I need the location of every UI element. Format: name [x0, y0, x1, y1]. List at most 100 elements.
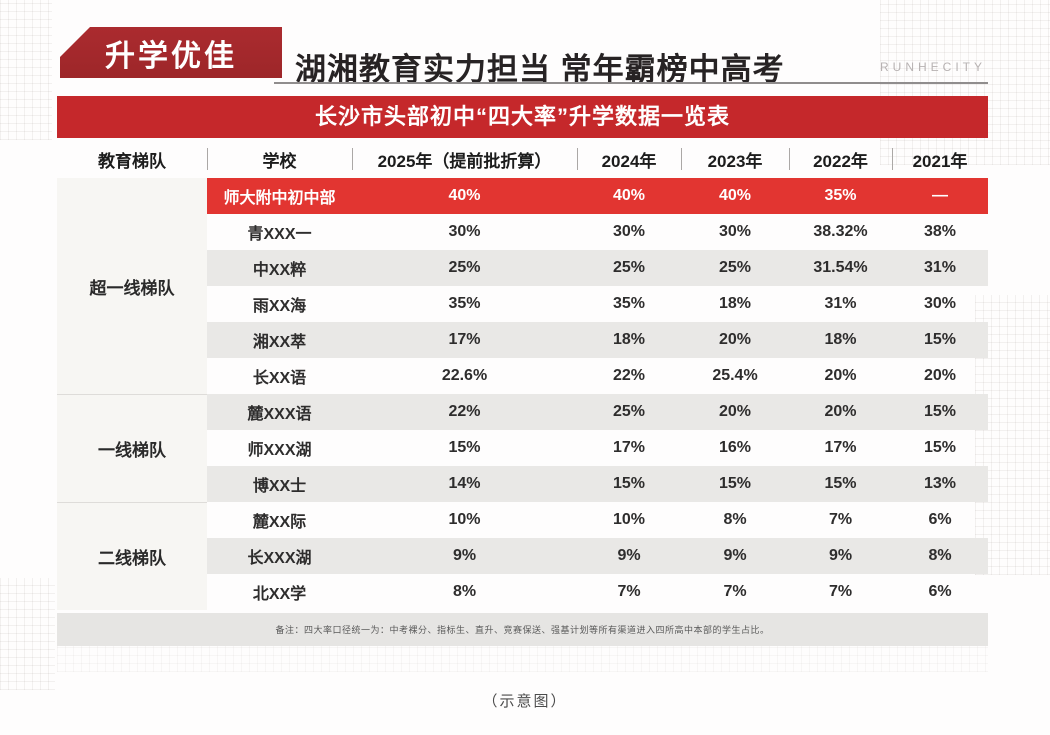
tier-label: 超一线梯队: [57, 178, 207, 394]
rate-value: 7%: [828, 583, 853, 600]
school-name: 师大附中初中部: [223, 190, 336, 207]
rate-value: 20%: [824, 367, 857, 384]
rate-value: 8%: [928, 547, 952, 564]
rate-value: 9%: [723, 547, 747, 564]
rate-value: 15%: [612, 475, 646, 492]
tier-group: 超一线梯队 师大附中初中部 40% 40% 40% 35% — 青XXX一 30% 30% 30% 3…: [57, 178, 988, 394]
tier-label: 一线梯队: [57, 394, 207, 502]
rate-value: 30%: [448, 223, 481, 240]
school-name: 中XX粹: [252, 262, 307, 279]
rate-value: 25%: [612, 403, 646, 420]
rate-value: 7%: [828, 511, 853, 528]
school-name: 北XX学: [252, 586, 307, 603]
rate-value: 18%: [824, 331, 857, 348]
background-pattern-top-left: [0, 0, 52, 140]
rate-value: 25%: [448, 259, 481, 276]
rate-value: 38.32%: [813, 223, 868, 240]
rate-value: 40%: [612, 187, 646, 204]
school-name: 长XXX湖: [247, 550, 312, 567]
badge: 升学优佳: [60, 27, 282, 78]
rate-value: 16%: [718, 439, 752, 456]
background-pattern-bottom-left: [0, 578, 55, 690]
rate-value: 35%: [824, 187, 857, 204]
rate-value: 6%: [928, 511, 952, 528]
column-header: 2023年: [681, 140, 789, 178]
rate-value: 35%: [612, 295, 646, 312]
rate-value: 7%: [617, 583, 641, 600]
column-header: 学校: [207, 140, 352, 178]
rate-value: 31%: [824, 295, 857, 312]
poster: 升学优佳 湖湘教育实力担当 常年霸榜中高考 RUNHECITY 长沙市头部初中“…: [57, 20, 988, 646]
rate-value: 40%: [718, 187, 752, 204]
rate-value: 25%: [612, 259, 646, 276]
rate-value: 7%: [723, 583, 747, 600]
highlighted-table-row: 师大附中初中部 40% 40% 40% 35% —: [207, 178, 988, 214]
column-header: 2021年: [892, 140, 988, 178]
rate-value: 10%: [448, 511, 481, 528]
rate-value: 20%: [718, 331, 752, 348]
school-name: 青XXX一: [247, 226, 312, 243]
table-footnote: 备注：四大率口径统一为：中考裸分、指标生、直升、竞赛保送、强基计划等所有渠道进入…: [57, 613, 988, 646]
background-pattern-bottom-strip: [57, 646, 988, 672]
rate-value: 17%: [448, 331, 481, 348]
tier-label: 二线梯队: [57, 502, 207, 610]
column-header: 2024年: [577, 140, 681, 178]
rate-value: 6%: [928, 583, 952, 600]
table-row: 师XXX湖 15% 17% 16% 17% 15%: [207, 430, 988, 466]
rate-value: 22%: [448, 403, 481, 420]
rate-value: 20%: [718, 403, 752, 420]
rate-value: 22%: [612, 367, 646, 384]
rate-value: 15%: [448, 439, 481, 456]
poster-header: 升学优佳 湖湘教育实力担当 常年霸榜中高考 RUNHECITY: [57, 20, 988, 96]
rate-value: 31.54%: [813, 259, 868, 276]
rate-value: 8%: [723, 511, 747, 528]
rate-value: 31%: [923, 259, 957, 276]
rate-value: 20%: [824, 403, 857, 420]
school-name: 麓XX际: [252, 514, 307, 531]
table-row: 麓XX际 10% 10% 8% 7% 6%: [207, 502, 988, 538]
page-title: 湖湘教育实力担当 常年霸榜中高考: [295, 52, 785, 87]
rate-value: 13%: [923, 475, 957, 492]
table-row: 中XX粹 25% 25% 25% 31.54% 31%: [207, 250, 988, 286]
rate-value: 15%: [718, 475, 752, 492]
tier-group: 二线梯队 麓XX际 10% 10% 8% 7% 6% 长XXX湖 9% 9% 9% 9% 8% 北XX学 8…: [57, 502, 988, 610]
rate-value: 38%: [923, 223, 957, 240]
rate-value: 20%: [923, 367, 957, 384]
rate-value: 30%: [718, 223, 752, 240]
rate-value: 30%: [923, 295, 957, 312]
table-row: 麓XXX语 22% 25% 20% 20% 15%: [207, 394, 988, 430]
rate-value: 15%: [923, 331, 957, 348]
rate-value: 9%: [617, 547, 641, 564]
table-row: 青XXX一 30% 30% 30% 38.32% 38%: [207, 214, 988, 250]
table-body: 超一线梯队 师大附中初中部 40% 40% 40% 35% — 青XXX一 30% 30% 30% 3…: [57, 178, 988, 610]
rate-value: 18%: [718, 295, 752, 312]
table-row: 北XX学 8% 7% 7% 7% 6%: [207, 574, 988, 610]
table-row: 长XX语 22.6% 22% 25.4% 20% 20%: [207, 358, 988, 394]
header-divider: [274, 82, 988, 84]
rate-value: 25.4%: [712, 367, 758, 384]
rate-value: —: [932, 187, 948, 204]
rate-value: 8%: [452, 583, 477, 600]
brand-watermark: RUNHECITY: [879, 60, 986, 74]
rate-value: 10%: [612, 511, 646, 528]
table-title-banner: 长沙市头部初中“四大率”升学数据一览表: [57, 96, 988, 138]
table-row: 雨XX海 35% 35% 18% 31% 30%: [207, 286, 988, 322]
rate-value: 15%: [923, 403, 957, 420]
table-row: 湘XX萃 17% 18% 20% 18% 15%: [207, 322, 988, 358]
tier-group: 一线梯队 麓XXX语 22% 25% 20% 20% 15% 师XXX湖 15% 17% 16% 17…: [57, 394, 988, 502]
rate-value: 35%: [448, 295, 481, 312]
school-name: 湘XX萃: [252, 334, 307, 351]
table-header-row: 教育梯队 学校 2025年（提前批折算） 2024年 2023年 2022年 2021年: [57, 140, 988, 178]
school-name: 麓XXX语: [247, 406, 312, 423]
rate-value: 17%: [612, 439, 646, 456]
rate-value: 40%: [448, 187, 481, 204]
image-caption: （示意图）: [482, 693, 568, 710]
rate-value: 22.6%: [441, 367, 488, 384]
column-header: 教育梯队: [98, 151, 166, 171]
table-row: 博XX士 14% 15% 15% 15% 13%: [207, 466, 988, 502]
column-header: 2025年（提前批折算）: [352, 140, 577, 178]
rate-value: 14%: [448, 475, 481, 492]
rate-value: 17%: [824, 439, 857, 456]
column-header: 2022年: [789, 140, 892, 178]
data-table: 教育梯队 学校 2025年（提前批折算） 2024年 2023年 2022年 2021年 超…: [57, 140, 988, 646]
